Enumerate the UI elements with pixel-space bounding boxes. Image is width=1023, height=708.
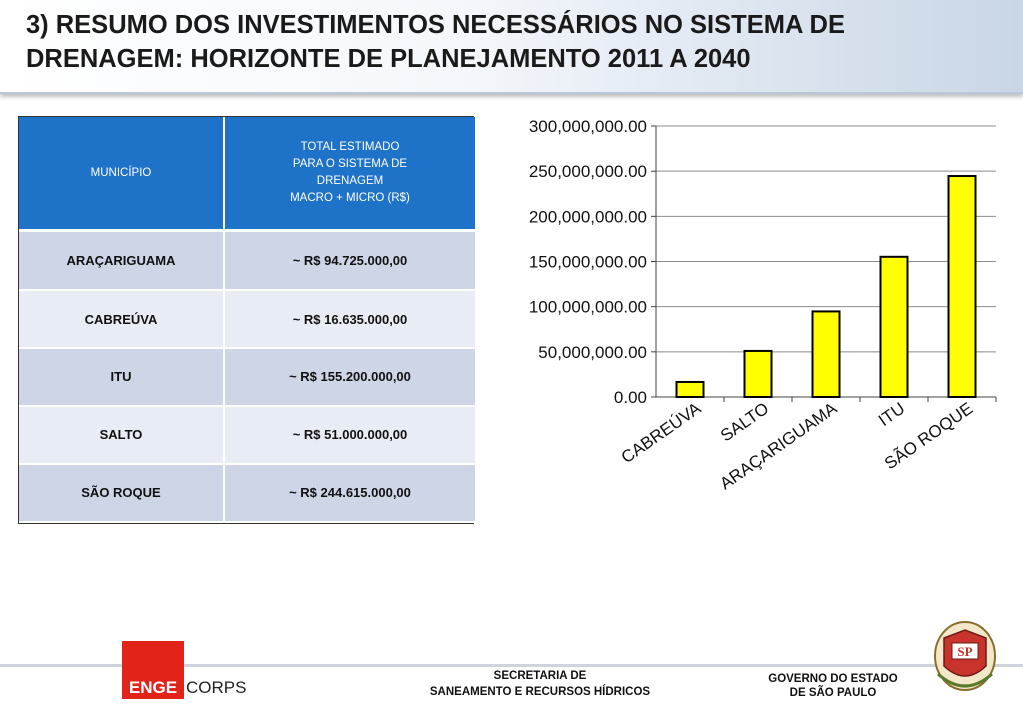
cell-municipio: CABREÚVA (19, 290, 225, 349)
x-tick-label: CABREÚVA (618, 398, 705, 467)
bar-1 (743, 349, 773, 398)
header-total-line: DRENAGEM (316, 175, 384, 187)
table-row: ARAÇARIGUAMA ~ R$ 94.725.000,00 (19, 230, 475, 292)
header-total-line: MACRO + MICRO (R$) (290, 192, 410, 204)
seal-text: SP (957, 644, 972, 659)
x-tick-label: SALTO (717, 399, 772, 446)
x-tick-label: ITU (875, 399, 908, 430)
table-row: SÃO ROQUE ~ R$ 244.615.000,00 (19, 463, 475, 524)
x-tick-label: ARAÇARIGUAMA (716, 398, 840, 493)
governo-line: GOVERNO DO ESTADO (768, 673, 898, 685)
secretaria-line: SANEAMENTO E RECURSOS HÍDRICOS (429, 686, 651, 698)
footer-divider (0, 664, 1023, 667)
engecorps-logo: ENGE CORPS (122, 641, 262, 699)
y-tick-label: 150,000,000.00 (529, 253, 647, 272)
table-row: SALTO ~ R$ 51.000.000,00 (19, 405, 475, 465)
header-total-line: PARA O SISTEMA DE (292, 158, 408, 170)
sao-paulo-seal-icon: SP (934, 621, 996, 691)
y-tick-label: 300,000,000.00 (529, 117, 647, 136)
cell-total: ~ R$ 155.200.000,00 (224, 348, 475, 407)
bar-2 (811, 310, 841, 398)
secretaria-line: SECRETARIA DE (493, 670, 587, 682)
header-municipio: MUNICÍPIO (19, 117, 225, 232)
y-tick-label: 250,000,000.00 (529, 162, 647, 181)
y-tick-label: 0.00 (614, 388, 647, 407)
governo-line: DE SÃO PAULO (789, 687, 877, 699)
bar-0 (675, 380, 705, 399)
table-header-row: MUNICÍPIO TOTAL ESTIMADO PARA O SISTEMA … (19, 117, 475, 232)
cell-total: ~ R$ 51.000.000,00 (224, 405, 475, 465)
cell-municipio: SÃO ROQUE (19, 463, 225, 524)
header-total: TOTAL ESTIMADO PARA O SISTEMA DE DRENAGE… (224, 117, 475, 232)
cell-total: ~ R$ 244.615.000,00 (224, 463, 475, 524)
bar-3 (879, 255, 909, 398)
investment-table: MUNICÍPIO TOTAL ESTIMADO PARA O SISTEMA … (18, 116, 475, 524)
governo-label: GOVERNO DO ESTADO DE SÃO PAULO (748, 672, 918, 700)
cell-municipio: ARAÇARIGUAMA (19, 230, 225, 292)
header-bar: 3) RESUMO DOS INVESTIMENTOS NECESSÁRIOS … (0, 0, 1023, 94)
cell-municipio: ITU (19, 348, 225, 407)
bar-4 (947, 175, 977, 399)
cell-total: ~ R$ 94.725.000,00 (224, 230, 475, 292)
cell-total: ~ R$ 16.635.000,00 (224, 290, 475, 349)
investment-table-grid: MUNICÍPIO TOTAL ESTIMADO PARA O SISTEMA … (19, 117, 475, 524)
header-total-line: TOTAL ESTIMADO (300, 141, 400, 153)
logo-enge-text: ENGE (128, 678, 178, 697)
table-row: ITU ~ R$ 155.200.000,00 (19, 348, 475, 407)
investment-bar-chart: 0.00 50,000,000.00 100,000,000.00 150,000,0… (529, 117, 997, 493)
y-tick-label: 50,000,000.00 (538, 343, 647, 362)
table-row: CABREÚVA ~ R$ 16.635.000,00 (19, 290, 475, 349)
y-tick-label: 100,000,000.00 (529, 298, 647, 317)
logo-red-block (122, 641, 184, 699)
secretaria-label: SECRETARIA DE SANEAMENTO E RECURSOS HÍDR… (385, 668, 695, 700)
page-title: 3) RESUMO DOS INVESTIMENTOS NECESSÁRIOS … (26, 11, 845, 73)
y-tick-label: 200,000,000.00 (529, 207, 647, 226)
cell-municipio: SALTO (19, 405, 225, 465)
logo-corps-text: CORPS (186, 678, 247, 697)
